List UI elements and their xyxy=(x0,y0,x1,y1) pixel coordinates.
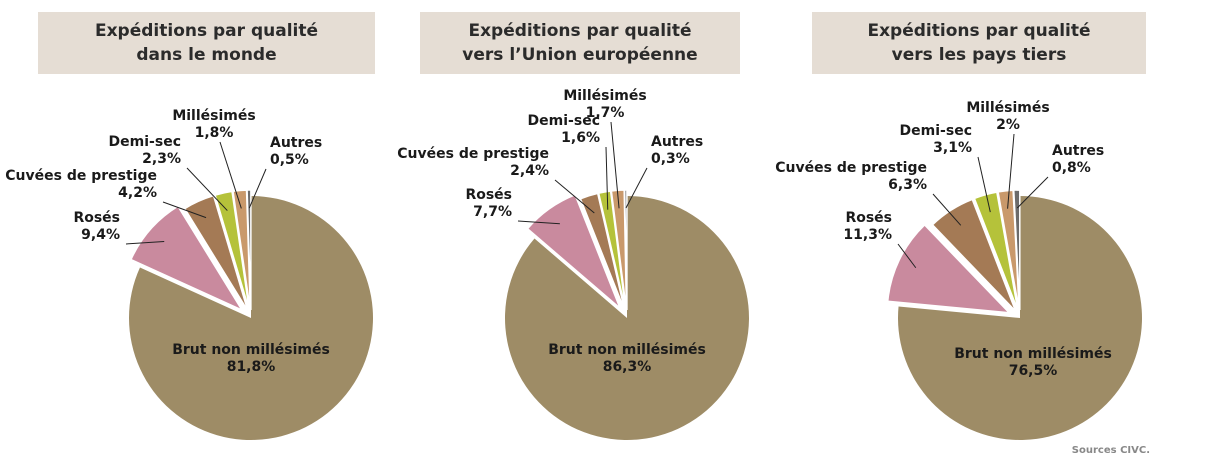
slice-value-label: 11,3% xyxy=(843,227,892,243)
title-line: vers les pays tiers xyxy=(891,45,1067,65)
leader-line xyxy=(125,240,165,245)
leader-line xyxy=(554,179,595,214)
leader-line xyxy=(162,201,207,219)
pie-slice-demi-sec xyxy=(973,191,1019,311)
slice-label: Autres xyxy=(651,134,703,150)
slice-value-label: 86,3% xyxy=(603,359,652,375)
slice-label: Brut non millésimés xyxy=(172,342,330,358)
pie-slice-brut-non-mill-sim-s xyxy=(898,196,1142,440)
leader-line xyxy=(186,167,228,211)
slice-label: Demi-sec xyxy=(109,134,181,150)
chart-title-eu: Expéditions par qualité vers l’Union euro… xyxy=(420,12,740,74)
chart-title-third-countries: Expéditions par qualité vers les pays tie… xyxy=(812,12,1146,74)
slice-label: Rosés xyxy=(73,210,120,226)
leader-line xyxy=(932,193,962,226)
slice-value-label: 0,8% xyxy=(1052,160,1091,176)
slice-value-label: 1,8% xyxy=(195,125,234,141)
slice-value-label: 3,1% xyxy=(933,140,972,156)
title-line: vers l’Union européenne xyxy=(462,45,698,65)
slice-value-label: 0,5% xyxy=(270,152,309,168)
leader-line xyxy=(977,156,991,213)
slice-label: Millésimés xyxy=(563,88,646,104)
title-line: dans le monde xyxy=(136,45,277,65)
pie-slice-demi-sec xyxy=(214,190,251,311)
slice-label: Brut non millésimés xyxy=(548,342,706,358)
slice-label: Millésimés xyxy=(172,108,255,124)
pie-slice-autres xyxy=(1012,189,1021,311)
leader-line xyxy=(517,220,560,225)
leader-line xyxy=(248,168,267,209)
slice-label: Rosés xyxy=(465,187,512,203)
slice-value-label: 76,5% xyxy=(1009,363,1058,379)
slice-value-label: 81,8% xyxy=(227,359,276,375)
slice-value-label: 2,4% xyxy=(510,163,549,179)
pie-slice-ros-s xyxy=(886,223,1012,314)
slice-value-label: 9,4% xyxy=(81,227,120,243)
slice-value-label: 1,6% xyxy=(561,130,600,146)
slice-value-label: 7,7% xyxy=(473,204,512,220)
source-note: Sources CIVC. xyxy=(1071,445,1150,456)
pie-slice-autres xyxy=(623,189,628,311)
slice-value-label: 2% xyxy=(996,117,1020,133)
leader-line xyxy=(1016,176,1049,209)
pie-slice-brut-non-mill-sim-s xyxy=(505,195,750,440)
leader-line xyxy=(610,121,620,209)
pie-slice-cuv-es-de-prestige xyxy=(931,198,1017,312)
slice-label: Brut non millésimés xyxy=(954,346,1112,362)
slice-value-label: 1,7% xyxy=(586,105,625,121)
chart-title-world: Expéditions par qualité dans le monde xyxy=(38,12,375,74)
slice-label: Cuvées de prestige xyxy=(397,146,549,162)
slice-value-label: 2,3% xyxy=(142,151,181,167)
slice-label: Cuvées de prestige xyxy=(775,160,927,176)
pie-slice-autres xyxy=(246,189,252,311)
title-line: Expéditions par qualité xyxy=(468,21,692,41)
pie-slice-cuv-es-de-prestige xyxy=(579,192,626,311)
slice-value-label: 6,3% xyxy=(888,177,927,193)
leader-line xyxy=(1007,133,1015,209)
slice-value-label: 4,2% xyxy=(118,185,157,201)
slice-label: Cuvées de prestige xyxy=(5,168,157,184)
slice-label: Demi-sec xyxy=(900,123,972,139)
slice-label: Autres xyxy=(270,135,322,151)
slice-label: Millésimés xyxy=(966,100,1049,116)
leader-line xyxy=(625,167,648,209)
title-line: Expéditions par qualité xyxy=(867,21,1091,41)
pie-slice-demi-sec xyxy=(597,190,627,311)
slice-label: Demi-sec xyxy=(528,113,600,129)
pie-slice-brut-non-mill-sim-s xyxy=(128,196,373,440)
pie-slice-ros-s xyxy=(129,205,244,312)
leader-line xyxy=(897,243,917,269)
leader-line xyxy=(219,141,242,209)
slice-label: Autres xyxy=(1052,143,1104,159)
slice-label: Rosés xyxy=(845,210,892,226)
title-line: Expéditions par qualité xyxy=(94,21,319,41)
slice-value-label: 0,3% xyxy=(651,151,690,167)
leader-line xyxy=(605,146,609,210)
